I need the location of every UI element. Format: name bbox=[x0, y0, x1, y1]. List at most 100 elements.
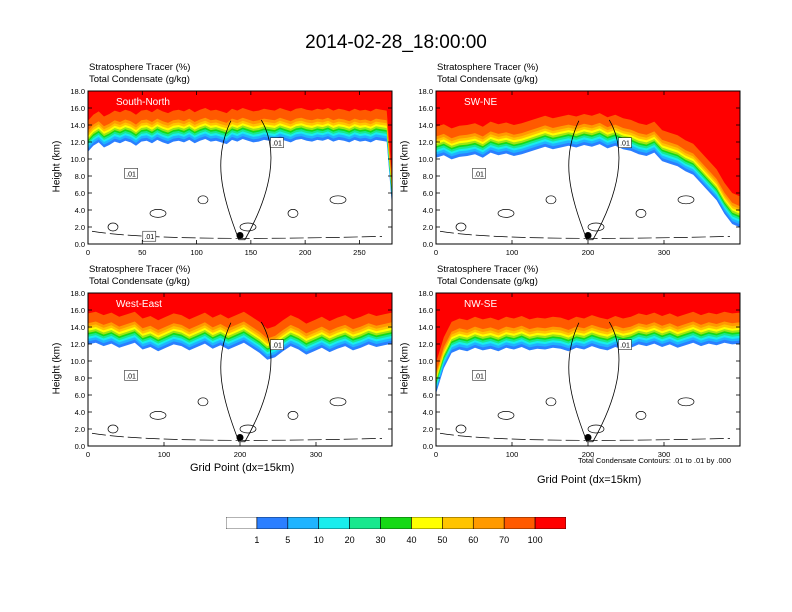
plot-frame bbox=[87, 90, 393, 245]
location-marker bbox=[236, 232, 244, 239]
ytick-label: 18.0 bbox=[70, 87, 85, 96]
ytick-label: 10.0 bbox=[70, 357, 85, 366]
contour-label-box-1 bbox=[618, 137, 632, 148]
panel-3-title-line1: Stratosphere Tracer (%) bbox=[89, 264, 191, 275]
tracer-band-1 bbox=[436, 91, 740, 197]
condensate-cell-4 bbox=[239, 222, 257, 232]
ytick-label: 18.0 bbox=[418, 87, 433, 96]
contour-label-2: .01 bbox=[474, 373, 484, 380]
condensate-cell-3 bbox=[545, 397, 557, 407]
ytick-label: 16.0 bbox=[70, 306, 85, 315]
ytick-label: 12.0 bbox=[418, 138, 433, 147]
ytick-label: 8.0 bbox=[423, 172, 433, 181]
contour-label-1: .01 bbox=[272, 343, 282, 350]
location-marker bbox=[236, 434, 244, 441]
colorbar-label: 40 bbox=[406, 535, 417, 545]
xtick-label: 0 bbox=[434, 450, 438, 459]
tracer-top-band bbox=[88, 293, 392, 303]
xtick-label: 200 bbox=[299, 248, 312, 257]
xtick-label: 200 bbox=[234, 450, 247, 459]
condensate-cell-3 bbox=[545, 195, 557, 205]
colorbar-swatch-2 bbox=[256, 517, 289, 529]
contour-label-box-1 bbox=[270, 339, 284, 350]
ytick-label: 6.0 bbox=[75, 391, 85, 400]
colorbar-swatch-6 bbox=[380, 517, 412, 529]
tracer-top-band bbox=[88, 91, 392, 101]
ytick-label: 18.0 bbox=[70, 289, 85, 298]
panel-3-xlabel: Grid Point (dx=15km) bbox=[190, 462, 295, 474]
ytick-label: 12.0 bbox=[70, 138, 85, 147]
ytick-label: 8.0 bbox=[75, 374, 85, 383]
ytick-label: 14.0 bbox=[418, 121, 433, 130]
condensate-cell-6 bbox=[329, 195, 347, 205]
colorbar-label: 10 bbox=[313, 535, 324, 545]
colorbar-swatch-1 bbox=[226, 517, 258, 529]
contour-label-box-2 bbox=[472, 168, 486, 179]
panel-4-xlabel: Grid Point (dx=15km) bbox=[537, 474, 642, 486]
ytick-label: 8.0 bbox=[423, 374, 433, 383]
contour-label-box-1 bbox=[270, 137, 284, 148]
panel-1-title: Stratosphere Tracer (%) Total Condensate… bbox=[89, 62, 190, 86]
contour-label-2: .01 bbox=[474, 171, 484, 178]
colorbar-label: 20 bbox=[344, 535, 355, 545]
condensate-contour-low bbox=[439, 432, 731, 441]
colorbar-swatch-7 bbox=[411, 517, 443, 529]
contour-label-box-2 bbox=[124, 370, 138, 381]
ytick-label: 2.0 bbox=[423, 425, 433, 434]
condensate-cell-4 bbox=[587, 222, 605, 232]
xtick-label: 300 bbox=[658, 248, 671, 257]
condensate-cell-1 bbox=[455, 424, 467, 434]
xtick-label: 100 bbox=[158, 450, 171, 459]
condensate-cell-4 bbox=[239, 424, 257, 434]
ytick-label: 10.0 bbox=[418, 155, 433, 164]
condensate-cell-6 bbox=[677, 397, 695, 407]
tracer-band-1 bbox=[436, 293, 740, 363]
condensate-cell-5 bbox=[287, 209, 299, 218]
xtick-label: 300 bbox=[658, 450, 671, 459]
condensate-contour-main bbox=[220, 119, 272, 241]
ytick-label: 2.0 bbox=[423, 223, 433, 232]
colorbar-label: 5 bbox=[285, 535, 291, 545]
ytick-label: 4.0 bbox=[75, 206, 85, 215]
xtick-label: 100 bbox=[506, 248, 519, 257]
panel-tag: West-East bbox=[116, 299, 162, 310]
panel-1-title-line2: Total Condensate (g/kg) bbox=[89, 74, 190, 85]
condensate-cell-6 bbox=[677, 195, 695, 205]
contour-label-box-3 bbox=[142, 230, 157, 242]
colorbar-swatch-11 bbox=[534, 517, 566, 529]
colorbar bbox=[226, 517, 566, 529]
ytick-label: 14.0 bbox=[418, 323, 433, 332]
condensate-cell-4 bbox=[587, 424, 605, 434]
ytick-label: 4.0 bbox=[423, 206, 433, 215]
ytick-label: 6.0 bbox=[423, 391, 433, 400]
colorbar-label: 70 bbox=[499, 535, 510, 545]
contour-label-2: .01 bbox=[126, 373, 136, 380]
xtick-label: 200 bbox=[582, 450, 595, 459]
contour-label-box-2 bbox=[472, 370, 486, 381]
ytick-label: 2.0 bbox=[75, 425, 85, 434]
ytick-label: 16.0 bbox=[418, 306, 433, 315]
contour-label-box-1 bbox=[618, 339, 632, 350]
ytick-label: 0.0 bbox=[75, 442, 85, 451]
contour-note: Total Condensate Contours: .01 to .01 by… bbox=[578, 456, 732, 465]
xtick-label: 100 bbox=[190, 248, 203, 257]
condensate-contour-low bbox=[439, 230, 731, 239]
colorbar-label: 50 bbox=[437, 535, 448, 545]
colorbar-swatch-9 bbox=[472, 517, 505, 529]
condensate-cell-6 bbox=[329, 397, 347, 407]
contour-label-3: .01 bbox=[144, 234, 154, 241]
panel-tag: SW-NE bbox=[464, 97, 497, 108]
contour-label-1: .01 bbox=[620, 343, 630, 350]
condensate-contour-main bbox=[568, 119, 620, 241]
panel-3: .01 .01 West-East 0.0 2.0 4.0 6.0 8.0 10.0 12.0 14… bbox=[70, 289, 393, 459]
contour-label-2: .01 bbox=[126, 171, 136, 178]
panel-2-title: Stratosphere Tracer (%) Total Condensate… bbox=[437, 62, 538, 86]
ytick-label: 10.0 bbox=[418, 357, 433, 366]
panel-1-title-line1: Stratosphere Tracer (%) bbox=[89, 62, 191, 73]
tracer-top-band bbox=[436, 91, 740, 101]
ytick-label: 4.0 bbox=[423, 408, 433, 417]
colorbar-label: 30 bbox=[375, 535, 386, 545]
condensate-contour-main bbox=[568, 321, 620, 443]
xtick-label: 100 bbox=[506, 450, 519, 459]
ytick-label: 16.0 bbox=[418, 104, 433, 113]
